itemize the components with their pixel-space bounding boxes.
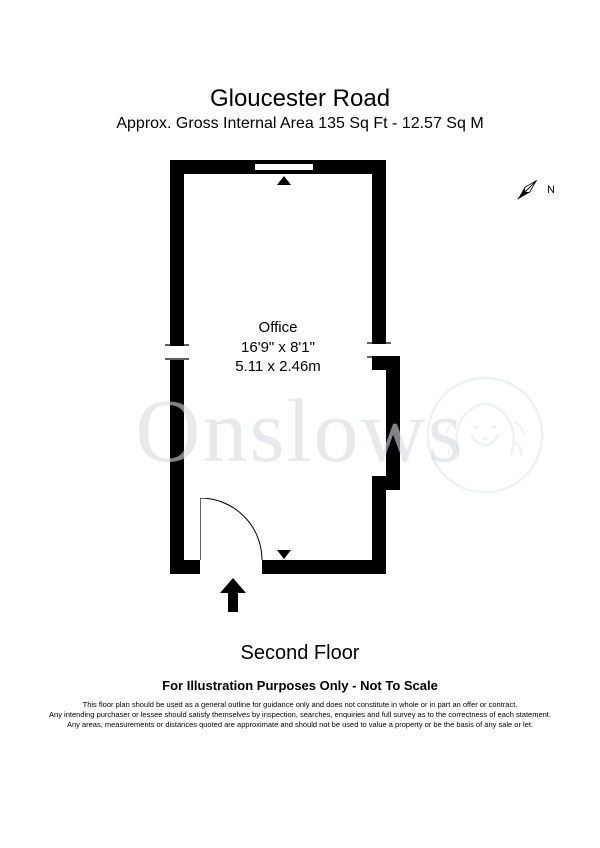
entry-arrow-icon	[220, 578, 246, 612]
room-dim-imperial: 16'9" x 8'1"	[200, 338, 356, 358]
disclaimer-line1: This floor plan should be used as a gene…	[30, 700, 570, 710]
room-label: Office 16'9" x 8'1" 5.11 x 2.46m	[200, 318, 356, 377]
break-mark-right	[365, 339, 393, 361]
wall-bottom-right	[262, 560, 386, 574]
watermark-lion-icon	[420, 370, 550, 500]
wall-right-upper	[372, 160, 386, 344]
floorplan-page: Gloucester Road Approx. Gross Internal A…	[0, 0, 600, 848]
disclaimer-line2: Any intending purchaser or lessee should…	[30, 710, 570, 720]
compass-label: N	[547, 184, 555, 196]
window-top	[255, 160, 313, 164]
break-mark-left	[163, 341, 191, 363]
wall-right-recess-outer	[386, 356, 400, 490]
room-dim-metric: 5.11 x 2.46m	[200, 357, 356, 377]
wall-bottom-left	[170, 560, 200, 574]
property-title: Gloucester Road	[0, 85, 600, 113]
window-top-inner	[255, 170, 313, 174]
wall-left-upper	[170, 160, 184, 346]
room-name: Office	[200, 318, 356, 338]
triangle-bottom-icon	[277, 550, 291, 560]
wall-left-lower	[170, 360, 184, 574]
floor-label: Second Floor	[0, 642, 600, 665]
watermark-text: Onslows	[0, 380, 600, 483]
door-swing	[200, 498, 264, 562]
area-subtitle: Approx. Gross Internal Area 135 Sq Ft - …	[0, 115, 600, 133]
header: Gloucester Road Approx. Gross Internal A…	[0, 0, 600, 133]
triangle-top-icon	[277, 176, 291, 186]
compass-icon: N	[507, 170, 555, 210]
disclaimer-line3: Any areas, measurements or distances quo…	[30, 720, 570, 730]
illustration-note: For Illustration Purposes Only - Not To …	[0, 678, 600, 693]
disclaimer: This floor plan should be used as a gene…	[0, 700, 600, 729]
